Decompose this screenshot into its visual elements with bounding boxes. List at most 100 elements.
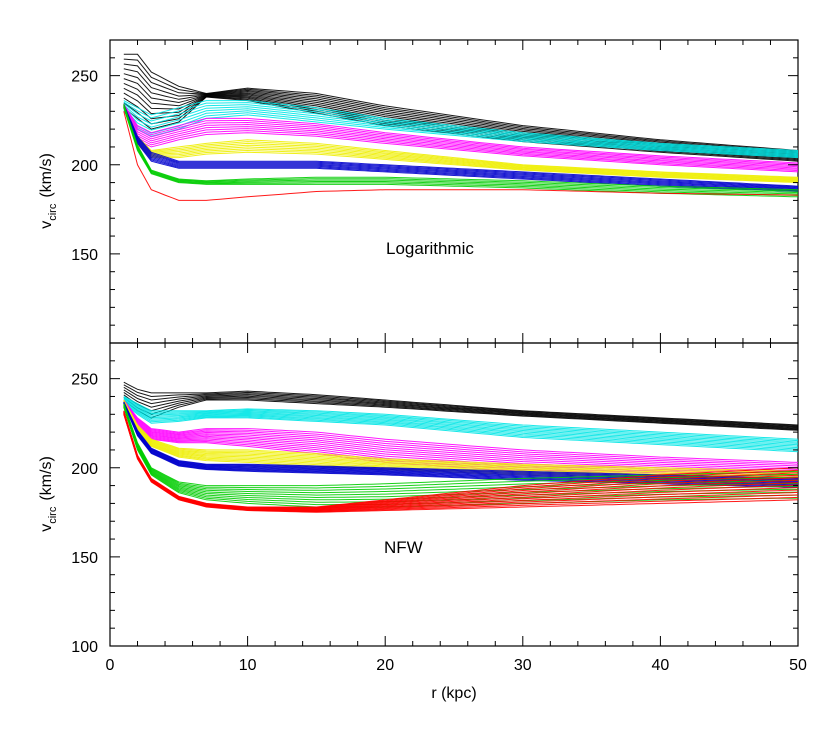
- bottom-y-axis-label: vcirc (km/s): [38, 456, 59, 532]
- top-curve-3-4: [123, 105, 799, 180]
- x-axis-label: r (kpc): [431, 685, 476, 702]
- annotation-logarithmic: Logarithmic: [386, 239, 474, 258]
- top-curve-4-5: [123, 105, 799, 189]
- top-curve-1-1: [123, 109, 799, 158]
- bottom-curve-0-1: [123, 397, 799, 431]
- top-curve-3-1: [123, 107, 799, 183]
- bottom-curve-4-3: [123, 402, 799, 485]
- bottom-xtick-label-10: 10: [239, 657, 257, 674]
- bottom-curve-0-5: [123, 386, 799, 427]
- top-y-axis-label: vcirc (km/s): [38, 153, 59, 229]
- bottom-curve-1-0: [123, 403, 799, 453]
- bottom-xtick-label-20: 20: [376, 657, 394, 674]
- top-curve-5-3: [123, 105, 799, 194]
- top-curve-0-10: [123, 58, 799, 152]
- bottom-curve-3-6: [123, 400, 799, 477]
- top-curve-3-7: [123, 104, 799, 178]
- top-ylabel-main: v: [38, 221, 55, 229]
- bottom-curve-2-8: [123, 400, 799, 469]
- top-curve-3-0: [123, 107, 799, 184]
- top-curve-1-5: [123, 103, 799, 153]
- top-curve-5-1: [123, 106, 799, 196]
- top-curve-4-6: [123, 104, 799, 188]
- bottom-curve-0-3: [123, 391, 799, 429]
- bottom-ytick-label-250: 250: [71, 372, 98, 389]
- bottom-curve-1-7: [123, 397, 799, 443]
- top-curve-1-7: [123, 100, 799, 151]
- bottom-ylabel-main: v: [38, 524, 55, 532]
- top-curves-group: [123, 53, 799, 201]
- bottom-curve-2-4: [123, 402, 799, 476]
- bottom-curve-1-5: [123, 399, 799, 446]
- bottom-curve-1-1: [123, 402, 799, 451]
- bottom-curve-0-7: [123, 381, 799, 426]
- bottom-curve-0-2: [123, 394, 799, 430]
- top-curve-4-3: [123, 106, 799, 190]
- bottom-curve-1-4: [123, 399, 799, 447]
- bottom-curve-1-8: [123, 396, 799, 442]
- top-curve-1-0: [123, 110, 799, 159]
- top-ylabel-units: (km/s): [38, 153, 55, 197]
- bottom-curve-6-13: [123, 410, 799, 508]
- bottom-ticks-group: 100 150 200 250 0 10 20 30 40 50: [71, 342, 807, 674]
- top-curve-2-5: [123, 104, 799, 166]
- top-curve-4-2: [123, 106, 799, 191]
- bottom-xtick-label-0: 0: [106, 657, 115, 674]
- top-curve-5-4: [123, 104, 799, 192]
- bottom-curves-group: [123, 381, 799, 513]
- top-curve-1-6: [123, 101, 799, 152]
- top-curve-3-5: [123, 105, 799, 180]
- bottom-ytick-label-200: 200: [71, 461, 98, 478]
- bottom-xtick-label-40: 40: [652, 657, 670, 674]
- top-curve-5-5: [123, 104, 799, 191]
- top-curve-2-1: [123, 106, 799, 172]
- top-curve-0-11: [123, 53, 799, 151]
- top-curve-3-6: [123, 104, 799, 179]
- bottom-curve-0-0: [123, 399, 799, 431]
- bottom-curve-1-2: [123, 401, 799, 450]
- top-curve-1-2: [123, 107, 799, 157]
- nfw-panel: 100 150 200 250 0 10 20 30 40 50 NFW vcirc (km/s): [38, 342, 807, 674]
- top-curve-4-1: [123, 107, 799, 192]
- top-curve-5-2: [123, 106, 799, 195]
- logarithmic-panel: 150 200 250 Logarithmic vcirc (km/s): [38, 39, 799, 344]
- top-curve-2-3: [123, 105, 799, 169]
- top-curve-2-0: [123, 107, 799, 173]
- top-ylabel-sub: circ: [47, 203, 59, 221]
- top-curve-4-7: [123, 104, 799, 187]
- top-curve-3-3: [123, 106, 799, 181]
- bottom-curve-0-4: [123, 389, 799, 428]
- top-curve-0-9: [123, 63, 799, 153]
- bottom-curve-5-8: [123, 403, 799, 489]
- bottom-curve-2-7: [123, 401, 799, 470]
- bottom-curve-3-9: [123, 399, 799, 472]
- bottom-curve-2-6: [123, 401, 799, 472]
- bottom-plot-frame: [109, 342, 799, 647]
- bottom-xtick-label-50: 50: [789, 657, 807, 674]
- top-ytick-label-150: 150: [71, 247, 98, 264]
- top-curve-1-4: [123, 104, 799, 155]
- bottom-curve-2-9: [123, 400, 799, 467]
- bottom-curve-3-7: [123, 400, 799, 475]
- bottom-ytick-label-100: 100: [71, 639, 98, 656]
- bottom-ylabel-units: (km/s): [38, 456, 55, 500]
- bottom-curve-1-9: [123, 396, 799, 440]
- bottom-curve-2-11: [123, 399, 799, 463]
- bottom-ylabel-sub: circ: [47, 506, 59, 524]
- top-ytick-label-250: 250: [71, 69, 98, 86]
- bottom-curve-3-8: [123, 400, 799, 474]
- top-curve-4-4: [123, 105, 799, 189]
- annotation-nfw: NFW: [384, 538, 423, 557]
- top-curve-2-4: [123, 105, 799, 168]
- bottom-curve-4-1: [123, 403, 799, 487]
- bottom-curve-5-9: [123, 403, 799, 487]
- top-curve-2-6: [123, 104, 799, 165]
- top-curve-1-3: [123, 106, 799, 156]
- top-curve-2-2: [123, 106, 799, 170]
- bottom-curve-0-6: [123, 384, 799, 427]
- bottom-curve-1-6: [123, 398, 799, 444]
- bottom-ytick-label-150: 150: [71, 550, 98, 567]
- bottom-curve-4-8: [123, 401, 799, 480]
- top-curve-2-7: [123, 103, 799, 164]
